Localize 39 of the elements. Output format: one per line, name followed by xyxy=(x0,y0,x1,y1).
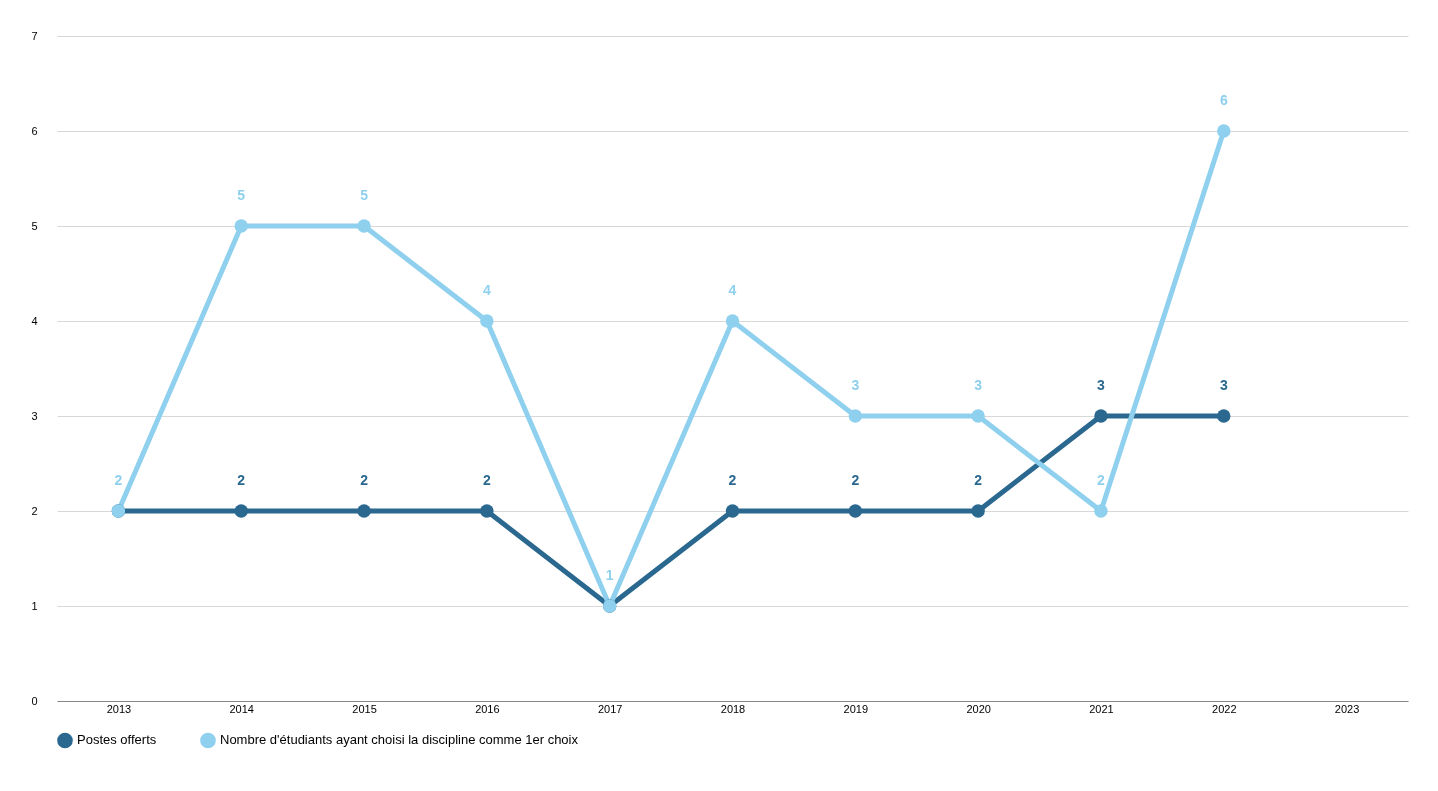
data-label: 2 xyxy=(360,472,369,488)
y-tick-label: 4 xyxy=(31,314,38,327)
x-tick-label: 2020 xyxy=(966,702,991,715)
legend-label: Postes offerts xyxy=(77,732,157,748)
x-tick-label: 2016 xyxy=(475,702,500,715)
data-label: 3 xyxy=(974,377,983,393)
y-tick-label: 3 xyxy=(31,409,38,422)
x-tick-label: 2021 xyxy=(1089,702,1114,715)
x-tick-label: 2022 xyxy=(1212,702,1237,715)
y-tick-label: 0 xyxy=(31,694,38,707)
x-tick-label: 2018 xyxy=(720,702,746,715)
data-label: 2 xyxy=(237,472,246,488)
data-label: 6 xyxy=(1219,92,1228,108)
y-tick-label: 2 xyxy=(31,504,38,517)
data-label: 3 xyxy=(851,377,860,393)
data-label: 4 xyxy=(728,282,737,298)
x-tick-label: 2017 xyxy=(597,702,623,715)
y-tick-label: 5 xyxy=(31,219,38,232)
data-label: 3 xyxy=(1097,377,1106,393)
data-label: 5 xyxy=(237,187,246,203)
x-tick-label: 2015 xyxy=(352,702,377,715)
data-label: 1 xyxy=(605,567,614,583)
x-tick-label: 2019 xyxy=(843,702,869,715)
x-tick-label: 2013 xyxy=(106,702,132,715)
data-label: 5 xyxy=(360,187,369,203)
data-label: 2 xyxy=(974,472,983,488)
data-label: 2 xyxy=(114,472,123,488)
y-tick-label: 6 xyxy=(31,124,38,137)
data-label: 2 xyxy=(482,472,491,488)
data-label: 3 xyxy=(1219,377,1228,393)
x-tick-label: 2023 xyxy=(1334,702,1360,715)
x-tick-label: 2014 xyxy=(229,702,254,715)
legend-label: Nombre d'étudiants ayant choisi la discipline comme 1er choix xyxy=(220,732,579,748)
data-label: 2 xyxy=(851,472,860,488)
data-label: 2 xyxy=(728,472,737,488)
data-label: 2 xyxy=(1097,472,1106,488)
y-tick-label: 7 xyxy=(31,29,38,42)
y-tick-label: 1 xyxy=(31,599,38,612)
data-label: 4 xyxy=(482,282,491,298)
